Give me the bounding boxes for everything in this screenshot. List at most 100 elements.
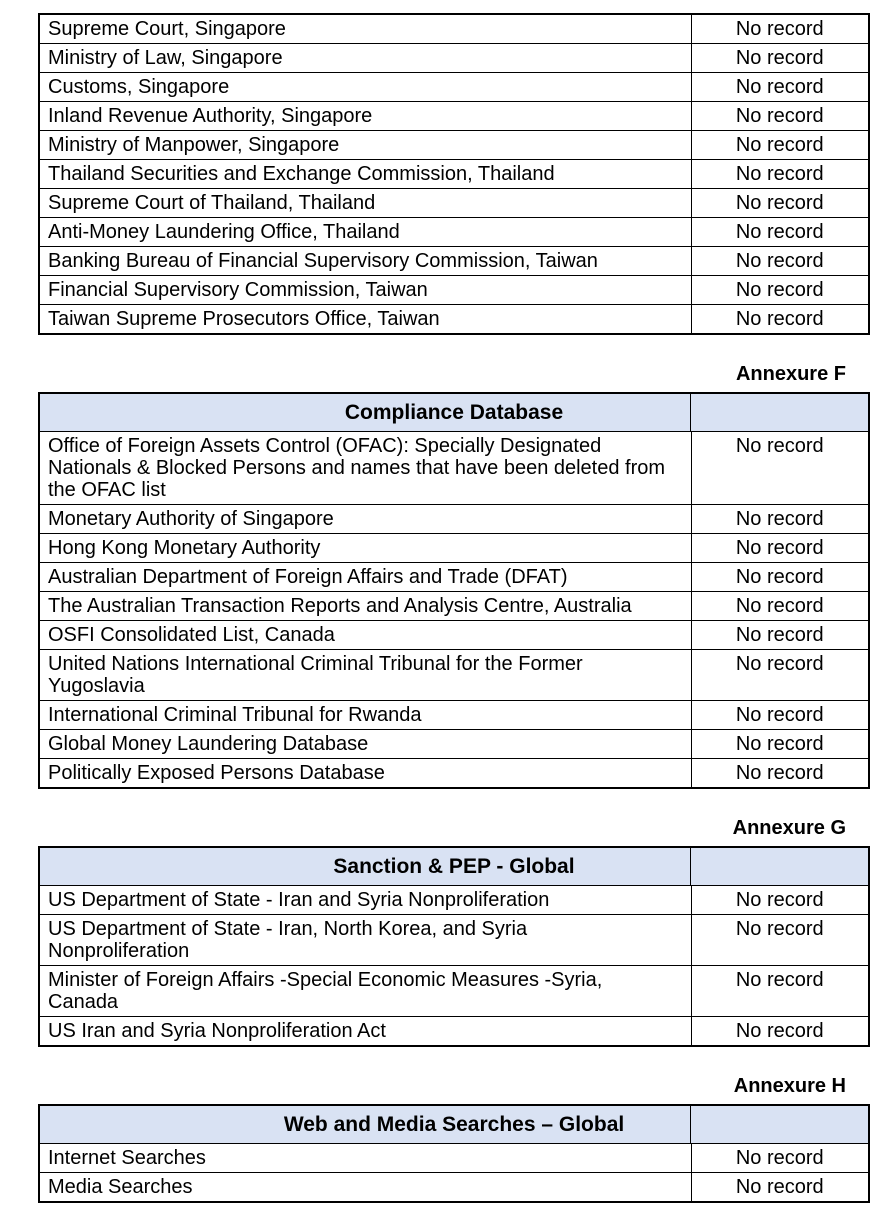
web-media-searches-table: Web and Media Searches – Global Internet… [38, 1104, 871, 1203]
source-name-cell: Customs, Singapore [38, 72, 692, 102]
result-cell: No record [690, 43, 870, 73]
result-cell: No record [690, 304, 870, 335]
source-name-cell: Supreme Court of Thailand, Thailand [38, 188, 692, 218]
source-name-cell: OSFI Consolidated List, Canada [38, 620, 692, 650]
result-cell: No record [690, 1016, 870, 1047]
result-cell: No record [690, 188, 870, 218]
source-name-cell: Inland Revenue Authority, Singapore [38, 101, 692, 131]
compliance-database-table: Compliance Database Office of Foreign As… [38, 392, 870, 789]
table-row: Thailand Securities and Exchange Commiss… [38, 159, 870, 189]
report-page: Supreme Court, Singapore No record Ministr… [38, 13, 871, 1203]
table-row: Ministry of Law, Singapore No record [38, 43, 870, 73]
table-row: Monetary Authority of Singapore No record [38, 504, 870, 534]
table-title-cell: Compliance Database [38, 392, 870, 432]
table-row: Politically Exposed Persons Database No r… [38, 758, 870, 789]
result-cell: No record [690, 1143, 870, 1173]
regulatory-sources-table: Supreme Court, Singapore No record Ministr… [38, 13, 870, 335]
result-cell: No record [690, 130, 870, 160]
source-name-cell: Thailand Securities and Exchange Commiss… [38, 159, 692, 189]
annexure-label-f: Annexure F [735, 363, 846, 385]
result-cell: No record [690, 431, 870, 505]
source-name-cell: Minister of Foreign Affairs -Special Eco… [38, 965, 692, 1017]
source-name-cell: Ministry of Law, Singapore [38, 43, 692, 73]
section-regulatory-continuation: Supreme Court, Singapore No record Ministr… [38, 13, 870, 335]
table-header-row: Compliance Database [38, 392, 870, 432]
source-name-cell: Hong Kong Monetary Authority [38, 533, 692, 563]
table-row: Supreme Court of Thailand, Thailand No re… [38, 188, 870, 218]
source-name-cell: Media Searches [38, 1172, 692, 1203]
source-name-cell: United Nations International Criminal Tr… [38, 649, 692, 701]
section-compliance-database: Annexure F Compliance Database Office of… [38, 363, 870, 789]
result-cell: No record [690, 504, 870, 534]
annexure-label-g: Annexure G [732, 817, 846, 839]
table-row: OSFI Consolidated List, Canada No record [38, 620, 870, 650]
source-name-cell: US Department of State - Iran, North Kor… [38, 914, 692, 966]
result-cell: No record [690, 217, 870, 247]
annexure-label-h: Annexure H [733, 1075, 846, 1097]
source-name-cell: Taiwan Supreme Prosecutors Office, Taiwa… [38, 304, 692, 335]
section-sanction-pep-global: Annexure G Sanction & PEP - Global US De… [38, 817, 870, 1047]
result-cell: No record [690, 729, 870, 759]
table-row: Australian Department of Foreign Affairs… [38, 562, 870, 592]
source-name-cell: Monetary Authority of Singapore [38, 504, 692, 534]
source-name-cell: US Department of State - Iran and Syria … [38, 885, 692, 915]
header-column-divider [690, 848, 691, 885]
source-name-cell: Australian Department of Foreign Affairs… [38, 562, 692, 592]
table-row: US Department of State - Iran, North Kor… [38, 914, 870, 966]
source-name-cell: Banking Bureau of Financial Supervisory … [38, 246, 692, 276]
result-cell: No record [690, 562, 870, 592]
table-title-cell: Sanction & PEP - Global [38, 846, 870, 886]
result-cell: No record [690, 591, 870, 621]
result-cell: No record [690, 885, 870, 915]
source-name-cell: Financial Supervisory Commission, Taiwan [38, 275, 692, 305]
source-name-cell: International Criminal Tribunal for Rwan… [38, 700, 692, 730]
result-cell: No record [690, 914, 870, 966]
result-cell: No record [690, 275, 870, 305]
table-row: Media Searches No record [38, 1172, 870, 1203]
table-row: US Department of State - Iran and Syria … [38, 885, 870, 915]
table-row: US Iran and Syria Nonproliferation Act No… [38, 1016, 870, 1047]
source-name-cell: Supreme Court, Singapore [38, 13, 692, 44]
table-row: Taiwan Supreme Prosecutors Office, Taiwa… [38, 304, 870, 335]
table-header-row: Web and Media Searches – Global [38, 1104, 870, 1144]
table-row: International Criminal Tribunal for Rwan… [38, 700, 870, 730]
table-title-cell: Web and Media Searches – Global [38, 1104, 870, 1144]
result-cell: No record [690, 159, 870, 189]
result-cell: No record [690, 1172, 870, 1203]
source-name-cell: Office of Foreign Assets Control (OFAC):… [38, 431, 692, 505]
result-cell: No record [690, 758, 870, 789]
result-cell: No record [690, 13, 870, 44]
table-row: Financial Supervisory Commission, Taiwan… [38, 275, 870, 305]
result-cell: No record [690, 965, 870, 1017]
table-row: Office of Foreign Assets Control (OFAC):… [38, 431, 870, 505]
source-name-cell: The Australian Transaction Reports and A… [38, 591, 692, 621]
source-name-cell: Ministry of Manpower, Singapore [38, 130, 692, 160]
table-row: Internet Searches No record [38, 1143, 870, 1173]
table-row: Customs, Singapore No record [38, 72, 870, 102]
table-row: Hong Kong Monetary Authority No record [38, 533, 870, 563]
result-cell: No record [690, 700, 870, 730]
table-header-row: Sanction & PEP - Global [38, 846, 870, 886]
table-row: United Nations International Criminal Tr… [38, 649, 870, 701]
source-name-cell: Politically Exposed Persons Database [38, 758, 692, 789]
result-cell: No record [690, 72, 870, 102]
table-row: Inland Revenue Authority, Singapore No re… [38, 101, 870, 131]
result-cell: No record [690, 649, 870, 701]
table-row: Global Money Laundering Database No recor… [38, 729, 870, 759]
table-row: Ministry of Manpower, Singapore No record [38, 130, 870, 160]
source-name-cell: Internet Searches [38, 1143, 692, 1173]
result-cell: No record [690, 620, 870, 650]
section-web-media-searches: Annexure H Web and Media Searches – Glob… [38, 1075, 871, 1203]
table-row: Minister of Foreign Affairs -Special Eco… [38, 965, 870, 1017]
table-row: The Australian Transaction Reports and A… [38, 591, 870, 621]
result-cell: No record [690, 101, 870, 131]
result-cell: No record [690, 246, 870, 276]
table-row: Banking Bureau of Financial Supervisory … [38, 246, 870, 276]
header-column-divider [690, 394, 691, 431]
sanction-pep-global-table: Sanction & PEP - Global US Department of… [38, 846, 870, 1047]
table-title: Sanction & PEP - Global [333, 855, 575, 878]
source-name-cell: Anti-Money Laundering Office, Thailand [38, 217, 692, 247]
table-title: Web and Media Searches – Global [283, 1113, 625, 1136]
table-row: Supreme Court, Singapore No record [38, 13, 870, 44]
source-name-cell: Global Money Laundering Database [38, 729, 692, 759]
